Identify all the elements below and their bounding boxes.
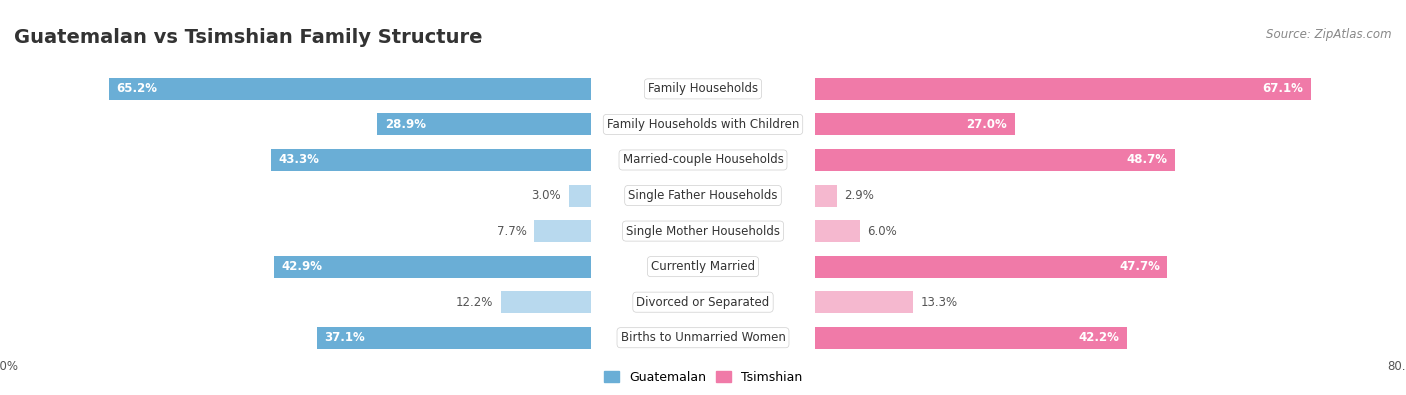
Bar — [0, 213, 815, 249]
Text: 2.9%: 2.9% — [844, 189, 875, 202]
Legend: Guatemalan, Tsimshian: Guatemalan, Tsimshian — [599, 366, 807, 389]
Bar — [815, 78, 1310, 100]
Bar — [316, 327, 591, 349]
Text: 43.3%: 43.3% — [278, 154, 319, 166]
Bar — [591, 320, 1406, 356]
Text: Single Mother Households: Single Mother Households — [626, 225, 780, 237]
Bar — [591, 178, 1406, 213]
Bar — [0, 320, 591, 356]
Text: Currently Married: Currently Married — [651, 260, 755, 273]
Bar — [534, 220, 591, 242]
Text: 42.2%: 42.2% — [1078, 331, 1119, 344]
Bar — [0, 284, 815, 320]
Bar — [591, 71, 1406, 107]
Bar — [0, 320, 815, 356]
Text: 13.3%: 13.3% — [921, 296, 957, 308]
Text: 48.7%: 48.7% — [1126, 154, 1167, 166]
Text: 67.1%: 67.1% — [1263, 83, 1303, 95]
Bar — [815, 291, 914, 313]
Bar — [501, 291, 591, 313]
Bar — [0, 249, 815, 284]
Text: 12.2%: 12.2% — [456, 296, 494, 308]
Bar — [815, 113, 1015, 135]
Bar — [0, 71, 815, 107]
Text: 28.9%: 28.9% — [385, 118, 426, 131]
Text: Family Households: Family Households — [648, 83, 758, 95]
Bar — [0, 107, 591, 142]
Bar — [271, 149, 591, 171]
Text: 27.0%: 27.0% — [966, 118, 1007, 131]
Text: Guatemalan vs Tsimshian Family Structure: Guatemalan vs Tsimshian Family Structure — [14, 28, 482, 47]
Text: 65.2%: 65.2% — [117, 83, 157, 95]
Bar — [0, 142, 591, 178]
Bar — [0, 249, 591, 284]
Bar — [591, 107, 1406, 142]
Bar — [274, 256, 591, 278]
Bar — [0, 284, 591, 320]
Bar — [0, 178, 815, 213]
Text: Single Father Households: Single Father Households — [628, 189, 778, 202]
Text: 37.1%: 37.1% — [325, 331, 366, 344]
Bar — [591, 249, 1406, 284]
Bar — [591, 284, 1406, 320]
Bar — [0, 142, 815, 178]
Text: Source: ZipAtlas.com: Source: ZipAtlas.com — [1267, 28, 1392, 41]
Bar — [815, 149, 1175, 171]
Text: Family Households with Children: Family Households with Children — [607, 118, 799, 131]
Bar — [377, 113, 591, 135]
Bar — [591, 213, 1406, 249]
Text: Divorced or Separated: Divorced or Separated — [637, 296, 769, 308]
Text: 3.0%: 3.0% — [531, 189, 561, 202]
Bar — [591, 142, 1406, 178]
Bar — [0, 213, 591, 249]
Text: 42.9%: 42.9% — [281, 260, 322, 273]
Bar — [815, 256, 1167, 278]
Text: Births to Unmarried Women: Births to Unmarried Women — [620, 331, 786, 344]
Bar — [110, 78, 591, 100]
Text: 6.0%: 6.0% — [868, 225, 897, 237]
Bar — [0, 71, 591, 107]
Bar — [815, 184, 837, 207]
Text: 7.7%: 7.7% — [496, 225, 526, 237]
Text: Married-couple Households: Married-couple Households — [623, 154, 783, 166]
Text: 47.7%: 47.7% — [1119, 260, 1160, 273]
Bar — [815, 327, 1126, 349]
Bar — [0, 178, 591, 213]
Bar — [815, 220, 859, 242]
Bar — [0, 107, 815, 142]
Bar — [568, 184, 591, 207]
